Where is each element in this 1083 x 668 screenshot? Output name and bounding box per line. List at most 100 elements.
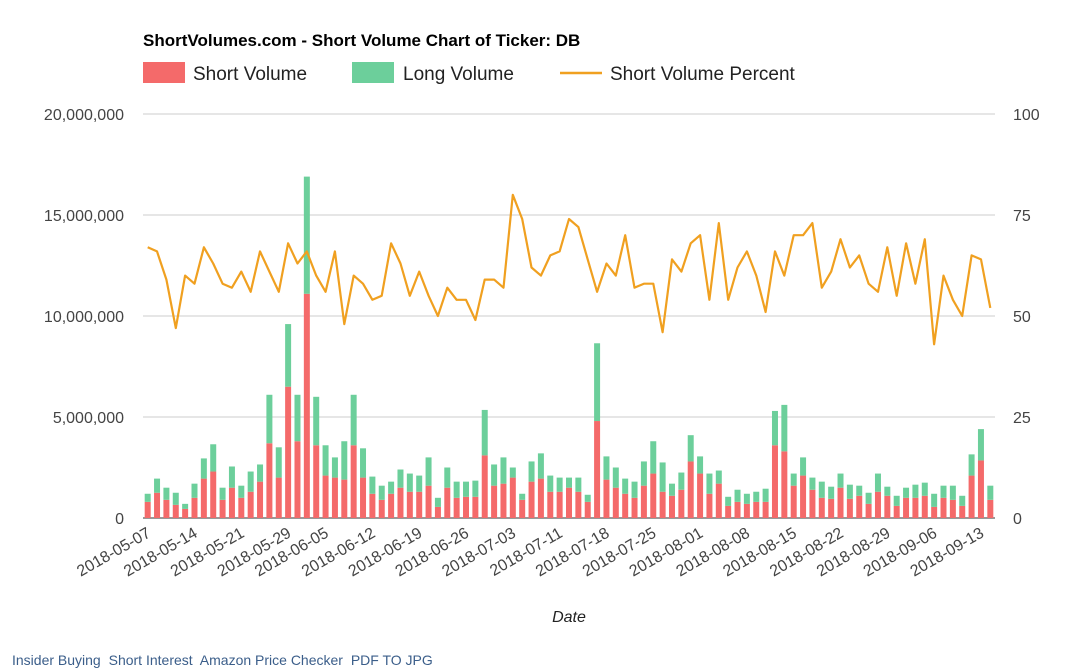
short-percent-point[interactable]: [304, 249, 309, 254]
short-percent-point[interactable]: [492, 277, 497, 282]
short-percent-point[interactable]: [641, 281, 646, 286]
short-percent-point[interactable]: [632, 285, 637, 290]
short-volume-bar[interactable]: [556, 491, 563, 518]
long-volume-bar[interactable]: [313, 396, 320, 446]
short-volume-bar[interactable]: [341, 479, 348, 518]
short-percent-point[interactable]: [810, 221, 815, 226]
short-percent-point[interactable]: [847, 265, 852, 270]
short-volume-bar[interactable]: [949, 499, 956, 518]
short-percent-point[interactable]: [239, 269, 244, 274]
long-volume-bar[interactable]: [771, 410, 778, 446]
long-volume-bar[interactable]: [294, 394, 301, 442]
long-volume-bar[interactable]: [341, 441, 348, 480]
short-volume-bar[interactable]: [369, 493, 376, 518]
short-volume-bar[interactable]: [303, 293, 310, 518]
short-volume-bar[interactable]: [977, 460, 984, 518]
long-volume-bar[interactable]: [350, 394, 357, 446]
long-volume-bar[interactable]: [818, 481, 825, 498]
short-volume-bar[interactable]: [537, 478, 544, 518]
long-volume-bar[interactable]: [809, 477, 816, 490]
long-volume-bar[interactable]: [575, 477, 582, 492]
long-volume-bar[interactable]: [678, 472, 685, 490]
short-percent-point[interactable]: [735, 265, 740, 270]
short-volume-bar[interactable]: [200, 478, 207, 518]
long-volume-bar[interactable]: [612, 467, 619, 488]
long-volume-bar[interactable]: [144, 493, 151, 502]
short-percent-point[interactable]: [482, 277, 487, 282]
short-percent-point[interactable]: [211, 261, 216, 266]
long-volume-bar[interactable]: [285, 324, 292, 387]
short-volume-bar[interactable]: [931, 506, 938, 518]
short-volume-bar[interactable]: [388, 493, 395, 518]
short-volume-bar[interactable]: [884, 495, 891, 518]
short-volume-bar[interactable]: [818, 497, 825, 518]
short-percent-point[interactable]: [932, 342, 937, 347]
short-volume-bar[interactable]: [706, 493, 713, 518]
short-percent-point[interactable]: [248, 289, 253, 294]
long-volume-bar[interactable]: [622, 478, 629, 494]
short-percent-point[interactable]: [407, 293, 412, 298]
short-percent-point[interactable]: [351, 273, 356, 278]
long-volume-bar[interactable]: [556, 477, 563, 492]
short-volume-bar[interactable]: [687, 461, 694, 518]
short-percent-point[interactable]: [557, 249, 562, 254]
long-volume-bar[interactable]: [631, 481, 638, 498]
footer-link-short-interest[interactable]: Short Interest: [108, 652, 193, 668]
short-volume-bar[interactable]: [313, 445, 320, 518]
long-volume-bar[interactable]: [537, 453, 544, 479]
short-percent-point[interactable]: [613, 273, 618, 278]
long-volume-bar[interactable]: [743, 493, 750, 504]
short-volume-bar[interactable]: [697, 473, 704, 518]
short-volume-bar[interactable]: [154, 492, 161, 518]
short-volume-bar[interactable]: [509, 477, 516, 518]
long-volume-bar[interactable]: [388, 481, 395, 494]
long-volume-bar[interactable]: [228, 466, 235, 488]
short-percent-point[interactable]: [379, 293, 384, 298]
short-volume-bar[interactable]: [547, 491, 554, 518]
short-volume-bar[interactable]: [350, 445, 357, 518]
short-percent-point[interactable]: [960, 314, 965, 319]
short-percent-point[interactable]: [651, 281, 656, 286]
long-volume-bar[interactable]: [987, 485, 994, 500]
short-percent-point[interactable]: [229, 285, 234, 290]
short-volume-bar[interactable]: [809, 489, 816, 518]
short-volume-bar[interactable]: [434, 506, 441, 518]
short-percent-point[interactable]: [267, 269, 272, 274]
long-volume-bar[interactable]: [397, 469, 404, 488]
short-volume-bar[interactable]: [360, 477, 367, 518]
short-percent-point[interactable]: [941, 273, 946, 278]
short-percent-point[interactable]: [716, 221, 721, 226]
short-volume-bar[interactable]: [500, 483, 507, 518]
short-volume-bar[interactable]: [472, 496, 479, 518]
short-percent-point[interactable]: [829, 269, 834, 274]
short-percent-point[interactable]: [295, 261, 300, 266]
short-volume-bar[interactable]: [968, 475, 975, 518]
short-volume-bar[interactable]: [228, 487, 235, 518]
short-volume-bar[interactable]: [594, 421, 601, 518]
long-volume-bar[interactable]: [790, 473, 797, 486]
short-percent-point[interactable]: [838, 237, 843, 242]
short-percent-point[interactable]: [866, 281, 871, 286]
long-volume-bar[interactable]: [968, 454, 975, 476]
short-volume-bar[interactable]: [584, 501, 591, 518]
short-volume-bar[interactable]: [743, 503, 750, 518]
long-volume-bar[interactable]: [360, 448, 367, 478]
long-volume-bar[interactable]: [659, 462, 666, 492]
long-volume-bar[interactable]: [715, 470, 722, 484]
long-volume-bar[interactable]: [331, 457, 338, 478]
long-volume-bar[interactable]: [706, 473, 713, 494]
short-volume-bar[interactable]: [294, 441, 301, 518]
long-volume-bar[interactable]: [921, 482, 928, 496]
long-volume-bar[interactable]: [903, 487, 910, 498]
short-percent-point[interactable]: [978, 257, 983, 262]
short-percent-point[interactable]: [595, 289, 600, 294]
legend-item-short-volume-percent[interactable]: Short Volume Percent: [560, 64, 796, 85]
short-volume-bar[interactable]: [800, 475, 807, 518]
long-volume-bar[interactable]: [210, 444, 217, 472]
short-percent-point[interactable]: [314, 273, 319, 278]
short-percent-point[interactable]: [763, 309, 768, 314]
short-percent-point[interactable]: [913, 281, 918, 286]
long-volume-bar[interactable]: [931, 493, 938, 507]
short-volume-bar[interactable]: [668, 495, 675, 518]
short-volume-bar[interactable]: [987, 499, 994, 518]
